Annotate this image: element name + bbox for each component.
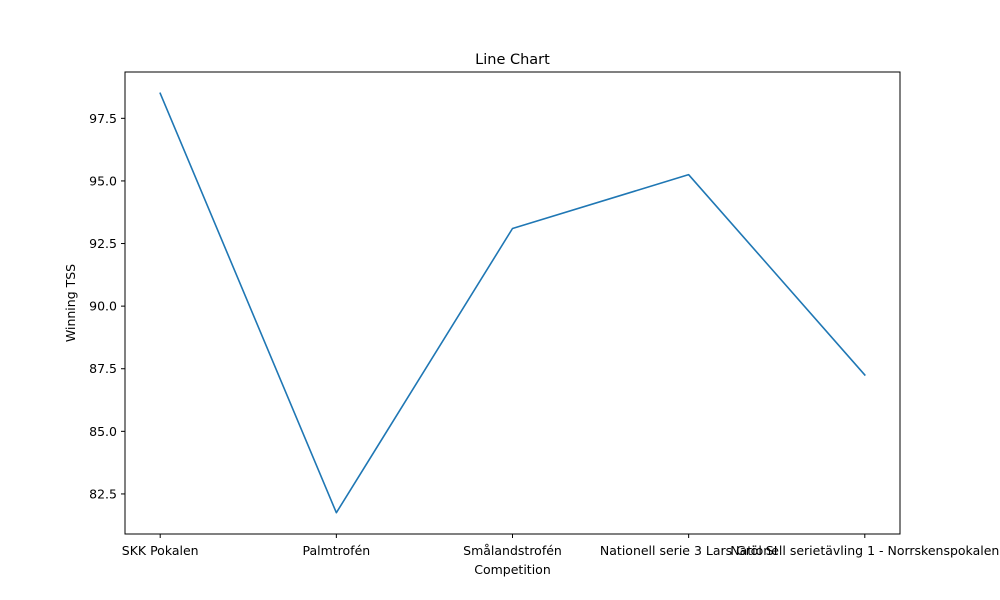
y-axis-label: Winning TSS xyxy=(63,264,78,342)
x-tick-label: Smålandstrofén xyxy=(463,543,562,558)
x-tick-label: Nationell serie 3 Lars Gröl SI xyxy=(600,543,777,558)
y-tick-label: 82.5 xyxy=(89,486,117,501)
y-tick-label: 92.5 xyxy=(89,236,117,251)
y-tick-label: 85.0 xyxy=(89,424,117,439)
plot-frame xyxy=(124,71,901,535)
y-axis-ticks: 82.5 85.0 87.5 90.0 92.5 95.0 97.5 xyxy=(89,111,125,501)
x-tick-label: SKK Pokalen xyxy=(122,543,199,558)
x-axis-label: Competition xyxy=(474,562,551,577)
series-line xyxy=(159,92,866,514)
x-tick-label: Nationell serietävling 1 - Norrskenspoka… xyxy=(730,543,999,558)
chart-title: Line Chart xyxy=(475,52,550,68)
y-tick-label: 87.5 xyxy=(89,361,117,376)
x-tick-label: Palmtrofén xyxy=(302,543,370,558)
x-axis-ticks: SKK Pokalen Palmtrofén Smålandstrofén Natio… xyxy=(122,534,999,558)
y-tick-label: 97.5 xyxy=(89,111,117,126)
y-tick-label: 95.0 xyxy=(89,173,117,188)
series-layer xyxy=(159,92,866,514)
y-tick-label: 90.0 xyxy=(89,299,117,314)
